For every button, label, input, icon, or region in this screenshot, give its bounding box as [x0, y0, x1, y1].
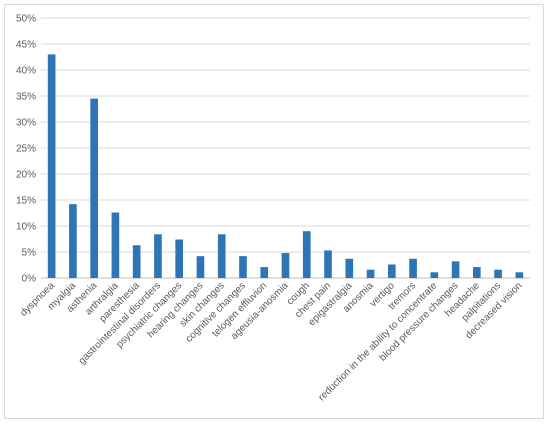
- bar-anosmia: [366, 269, 375, 278]
- bar-headache: [473, 267, 481, 278]
- bar-telogen-effluvion: [260, 267, 269, 278]
- bar-gastrointestinal-disorders: [154, 234, 162, 278]
- gridlines: [41, 17, 530, 279]
- bar-palpitations: [494, 269, 502, 278]
- chart-frame: 0% 5% 10% 15% 20% 25% 30% 35% 40% 45% 50% dyspnoea…: [4, 4, 544, 419]
- bar-ageusia-anosmia: [281, 253, 290, 278]
- bar-chart: 0% 5% 10% 15% 20% 25% 30% 35% 40% 45% 50% dyspnoea…: [16, 14, 530, 403]
- y-tick-label: 20%: [16, 170, 36, 181]
- bar-tremors: [409, 258, 417, 278]
- bar-skin-changes: [217, 234, 226, 278]
- bar-blood-pressure-changes: [451, 261, 460, 278]
- y-axis-tick-labels: 0% 5% 10% 15% 20% 25% 30% 35% 40% 45% 50%: [16, 14, 36, 285]
- y-tick-label: 10%: [16, 222, 36, 233]
- bar-psychiatric-changes: [175, 239, 184, 278]
- bar-decreased-vision: [515, 272, 524, 278]
- y-tick-label: 25%: [16, 144, 36, 155]
- y-tick-label: 15%: [16, 196, 36, 207]
- y-tick-label: 30%: [16, 118, 36, 129]
- bar-cognitive-changes: [239, 256, 247, 278]
- y-tick-label: 35%: [16, 92, 36, 103]
- y-tick-label: 40%: [16, 66, 36, 77]
- bar-epigastralgia: [345, 258, 354, 278]
- bar-chest-pain: [324, 250, 332, 278]
- bar-asthenia: [90, 98, 98, 278]
- bar-reduction-in-the-ability-to-concentrate: [430, 272, 439, 278]
- bar-myalgia: [69, 204, 77, 278]
- bars: [47, 54, 524, 279]
- bar-hearing-changes: [196, 256, 205, 278]
- y-tick-label: 45%: [16, 40, 36, 51]
- y-tick-label: 50%: [16, 14, 36, 25]
- bar-arthralgia: [111, 212, 120, 278]
- x-axis-category-labels: dyspnoeamyalgiaastheniaarthralgiaparesth…: [18, 280, 524, 403]
- y-tick-label: 0%: [22, 274, 37, 285]
- bar-paresthesia: [132, 245, 141, 278]
- bar-dyspnoea: [47, 54, 56, 279]
- bar-cough: [302, 231, 311, 278]
- bar-vertigo: [387, 264, 396, 278]
- y-tick-label: 5%: [22, 248, 37, 259]
